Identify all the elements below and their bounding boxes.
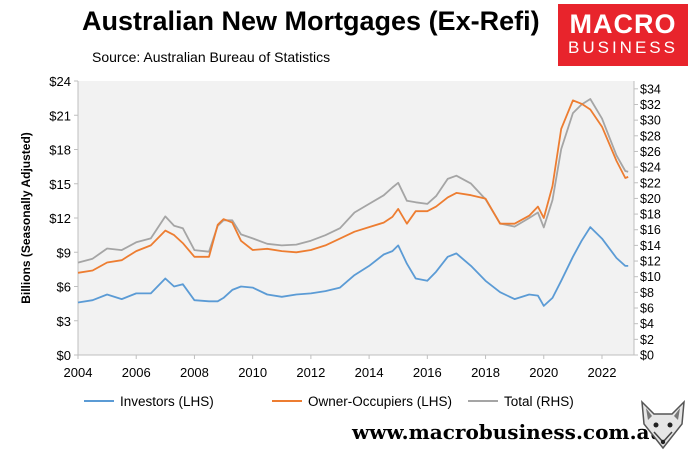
- right-tick-label: $8: [640, 286, 654, 300]
- right-tick-label: $4: [640, 317, 654, 331]
- left-tick-label: $21: [49, 108, 71, 123]
- right-tick-label: $12: [640, 255, 661, 269]
- left-tick-label: $12: [49, 211, 71, 226]
- right-tick-label: $10: [640, 270, 661, 284]
- x-tick-label: 2014: [355, 365, 384, 380]
- y-axis-label: Billions (Seasonally Adjusted): [19, 132, 33, 304]
- footer-url[interactable]: www.macrobusiness.com.au: [352, 420, 665, 444]
- legend-label: Owner-Occupiers (LHS): [308, 394, 452, 409]
- legend-label: Investors (LHS): [120, 394, 214, 409]
- left-tick-label: $0: [57, 348, 71, 363]
- left-tick-label: $9: [57, 245, 71, 260]
- series-line-owner-occupiers: [77, 99, 629, 274]
- right-tick-label: $24: [640, 161, 661, 175]
- x-tick-label: 2006: [122, 365, 151, 380]
- right-tick-label: $22: [640, 176, 661, 190]
- x-tick-label: 2012: [296, 365, 325, 380]
- right-tick-label: $30: [640, 114, 661, 128]
- chart-subtitle: Source: Australian Bureau of Statistics: [92, 49, 331, 65]
- right-tick-label: $6: [640, 302, 654, 316]
- right-tick-label: $20: [640, 192, 661, 206]
- plot-area: [78, 81, 634, 355]
- legend-label: Total (RHS): [504, 394, 574, 409]
- series-lines: [77, 98, 629, 307]
- x-tick-label: 2018: [471, 365, 500, 380]
- right-tick-label: $28: [640, 129, 661, 143]
- left-tick-label: $6: [57, 280, 71, 295]
- x-axis-ticks: 2004 2006 2008 2010 2012 2014 2016 2018 2020 2022: [64, 355, 617, 380]
- right-tick-label: $18: [640, 208, 661, 222]
- macrobusiness-logo[interactable]: MACRO BUSINESS: [558, 4, 688, 66]
- left-tick-label: $24: [49, 74, 71, 89]
- right-tick-label: $2: [640, 333, 654, 347]
- chart-title: Australian New Mortgages (Ex-Refi): [82, 6, 540, 36]
- right-tick-label: $32: [640, 98, 661, 112]
- left-tick-label: $3: [57, 314, 71, 329]
- right-tick-label: $26: [640, 145, 661, 159]
- x-tick-label: 2016: [413, 365, 442, 380]
- left-axis-ticks: $0 $3 $6 $9 $12 $15 $18 $21 $24: [49, 74, 78, 363]
- x-tick-label: 2022: [588, 365, 617, 380]
- left-tick-label: $18: [49, 143, 71, 158]
- right-tick-label: $16: [640, 223, 661, 237]
- right-tick-label: $14: [640, 239, 661, 253]
- logo-line-1: MACRO: [569, 9, 677, 39]
- right-axis-ticks: $0 $2 $4$6 $8 $10$12 $14 $16$18 $20 $22$24 $26 $28…: [634, 82, 661, 363]
- fox-mascot-icon: [641, 400, 685, 450]
- right-tick-label: $34: [640, 82, 661, 96]
- logo-line-2: BUSINESS: [568, 38, 678, 57]
- x-tick-label: 2020: [529, 365, 558, 380]
- series-line-investors: [77, 226, 629, 307]
- chart-legend: Investors (LHS) Owner-Occupiers (LHS) Tota…: [84, 394, 574, 409]
- x-tick-label: 2004: [64, 365, 93, 380]
- left-tick-label: $15: [49, 177, 71, 192]
- x-tick-label: 2008: [180, 365, 209, 380]
- series-line-total: [77, 98, 629, 264]
- x-tick-label: 2010: [238, 365, 267, 380]
- right-tick-label: $0: [640, 349, 654, 363]
